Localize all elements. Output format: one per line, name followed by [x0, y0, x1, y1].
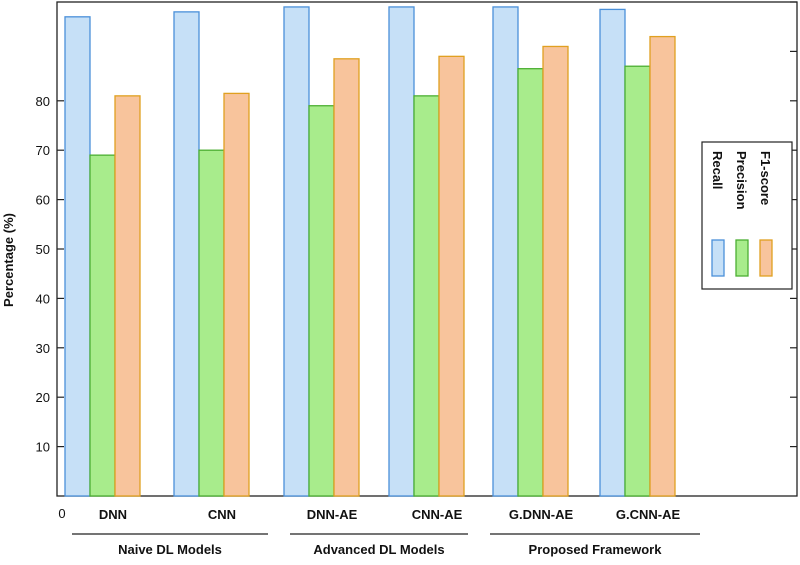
x-category-label: CNN [208, 507, 236, 522]
bar-f1-score-dnn [114, 95, 141, 497]
legend-label-f1-score: F1-score [758, 151, 773, 205]
legend-swatch-f1-score [759, 239, 773, 277]
legend: Recall Precision F1-score [701, 141, 793, 290]
y-tick-label: 20 [36, 390, 50, 405]
legend-swatch-recall [711, 239, 725, 277]
group-label: Advanced DL Models [313, 542, 444, 557]
legend-label-recall: Recall [710, 151, 725, 189]
y-tick-label: 60 [36, 193, 50, 208]
bar-f1-score-g-dnn-ae [542, 45, 569, 497]
bar-f1-score-cnn-ae [438, 55, 465, 497]
x-category-label: G.DNN-AE [509, 507, 574, 522]
y-tick-label: 80 [36, 94, 50, 109]
group-label: Naive DL Models [118, 542, 222, 557]
group-label: Proposed Framework [529, 542, 663, 557]
origin-tick-label: 0 [58, 506, 65, 521]
bar-precision-g-cnn-ae [624, 65, 651, 497]
bar-recall-dnn-ae [283, 6, 310, 497]
x-category-label: DNN [99, 507, 127, 522]
y-tick-label: 40 [36, 291, 50, 306]
bar-precision-g-dnn-ae [517, 68, 544, 497]
bar-f1-score-dnn-ae [333, 58, 360, 497]
bar-recall-g-cnn-ae [599, 8, 626, 497]
x-category-label: CNN-AE [412, 507, 463, 522]
bar-recall-g-dnn-ae [492, 6, 519, 497]
bar-precision-dnn-ae [308, 105, 335, 497]
y-tick-label: 50 [36, 242, 50, 257]
x-category-label: G.CNN-AE [616, 507, 681, 522]
bar-f1-score-cnn [223, 92, 250, 497]
y-axis-label: Percentage (%) [1, 213, 16, 307]
legend-label-precision: Precision [734, 151, 749, 210]
bar-precision-cnn-ae [413, 95, 440, 497]
bar-precision-dnn [89, 154, 116, 497]
y-tick-label: 10 [36, 440, 50, 455]
bar-recall-cnn-ae [388, 6, 415, 497]
bar-precision-cnn [198, 149, 225, 497]
bar-f1-score-g-cnn-ae [649, 35, 676, 497]
y-tick-label: 70 [36, 143, 50, 158]
y-tick-label: 30 [36, 341, 50, 356]
bar-recall-dnn [64, 16, 91, 497]
legend-swatch-precision [735, 239, 749, 277]
x-category-label: DNN-AE [307, 507, 358, 522]
bar-recall-cnn [173, 11, 200, 497]
